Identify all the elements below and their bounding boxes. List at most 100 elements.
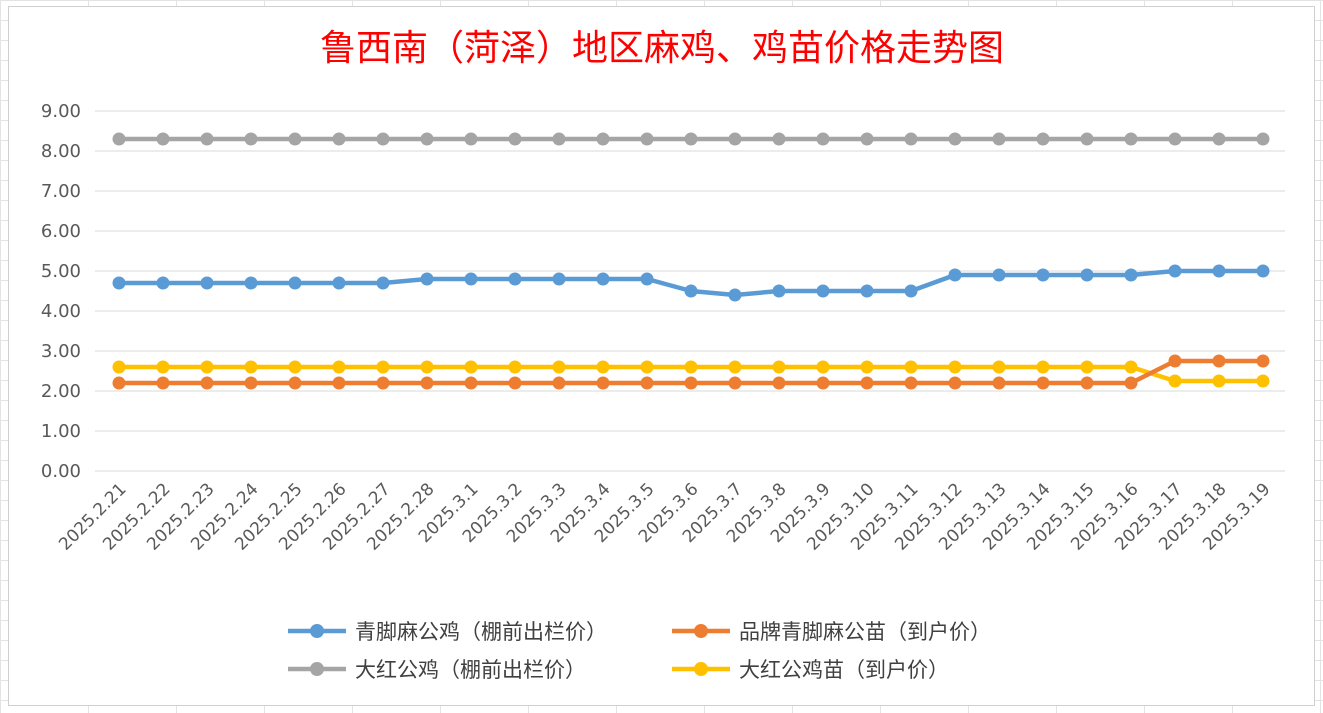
y-tick-label: 3.00 bbox=[41, 341, 81, 362]
data-point bbox=[156, 132, 170, 146]
data-point bbox=[1212, 374, 1226, 388]
legend-item[interactable]: 品牌青脚麻公苗（到户价） bbox=[672, 620, 991, 644]
series-3 bbox=[112, 354, 1270, 390]
data-point bbox=[772, 284, 786, 298]
legend-marker bbox=[310, 662, 324, 676]
data-point bbox=[332, 360, 346, 374]
data-point bbox=[1036, 360, 1050, 374]
data-point bbox=[640, 360, 654, 374]
legend-marker bbox=[694, 662, 708, 676]
data-point bbox=[992, 268, 1006, 282]
data-point bbox=[904, 284, 918, 298]
data-point bbox=[992, 132, 1006, 146]
data-point bbox=[1168, 132, 1182, 146]
data-point bbox=[552, 360, 566, 374]
legend-label: 青脚麻公鸡（棚前出栏价） bbox=[355, 620, 607, 644]
data-point bbox=[1168, 374, 1182, 388]
data-point bbox=[684, 284, 698, 298]
series-0 bbox=[112, 132, 1270, 146]
data-point bbox=[288, 360, 302, 374]
data-point bbox=[816, 360, 830, 374]
data-point bbox=[1212, 264, 1226, 278]
data-point bbox=[200, 132, 214, 146]
data-point bbox=[1124, 376, 1138, 390]
data-point bbox=[244, 276, 258, 290]
y-tick-label: 5.00 bbox=[41, 261, 81, 282]
data-point bbox=[1124, 132, 1138, 146]
chart-area[interactable] bbox=[8, 6, 1315, 706]
data-point bbox=[596, 376, 610, 390]
data-point bbox=[816, 132, 830, 146]
data-point bbox=[552, 376, 566, 390]
data-point bbox=[508, 132, 522, 146]
data-point bbox=[860, 360, 874, 374]
data-point bbox=[1256, 132, 1270, 146]
data-point bbox=[552, 132, 566, 146]
y-tick-label: 0.00 bbox=[41, 461, 81, 482]
legend-item[interactable]: 大红公鸡（棚前出栏价） bbox=[288, 658, 586, 682]
data-point bbox=[772, 132, 786, 146]
data-point bbox=[200, 360, 214, 374]
data-point bbox=[552, 272, 566, 286]
data-point bbox=[816, 376, 830, 390]
data-point bbox=[376, 276, 390, 290]
legend-marker bbox=[310, 624, 324, 638]
data-point bbox=[684, 132, 698, 146]
data-point bbox=[640, 376, 654, 390]
y-tick-label: 6.00 bbox=[41, 221, 81, 242]
y-tick-label: 8.00 bbox=[41, 141, 81, 162]
data-point bbox=[288, 376, 302, 390]
series-1 bbox=[112, 264, 1270, 302]
data-point bbox=[1168, 354, 1182, 368]
data-point bbox=[200, 276, 214, 290]
data-point bbox=[1256, 264, 1270, 278]
data-point bbox=[728, 360, 742, 374]
data-point bbox=[244, 360, 258, 374]
data-point bbox=[860, 132, 874, 146]
data-point bbox=[244, 132, 258, 146]
data-point bbox=[464, 376, 478, 390]
y-tick-label: 1.00 bbox=[41, 421, 81, 442]
data-point bbox=[1036, 268, 1050, 282]
data-point bbox=[112, 376, 126, 390]
data-point bbox=[816, 284, 830, 298]
data-point bbox=[112, 132, 126, 146]
data-point bbox=[1080, 132, 1094, 146]
data-point bbox=[1212, 354, 1226, 368]
data-point bbox=[948, 132, 962, 146]
data-point bbox=[1036, 132, 1050, 146]
data-point bbox=[376, 360, 390, 374]
data-point bbox=[684, 376, 698, 390]
data-point bbox=[596, 360, 610, 374]
data-point bbox=[640, 132, 654, 146]
data-point bbox=[640, 272, 654, 286]
data-point bbox=[992, 360, 1006, 374]
data-point bbox=[508, 360, 522, 374]
data-point bbox=[112, 360, 126, 374]
data-point bbox=[420, 376, 434, 390]
data-point bbox=[420, 132, 434, 146]
data-point bbox=[508, 272, 522, 286]
data-point bbox=[464, 360, 478, 374]
data-point bbox=[332, 132, 346, 146]
legend-item[interactable]: 青脚麻公鸡（棚前出栏价） bbox=[288, 620, 607, 644]
data-point bbox=[772, 360, 786, 374]
data-point bbox=[904, 360, 918, 374]
data-point bbox=[508, 376, 522, 390]
data-point bbox=[948, 268, 962, 282]
legend-label: 大红公鸡（棚前出栏价） bbox=[355, 658, 586, 682]
data-point bbox=[156, 360, 170, 374]
data-point bbox=[728, 288, 742, 302]
data-point bbox=[728, 376, 742, 390]
data-point bbox=[332, 276, 346, 290]
y-tick-label: 9.00 bbox=[41, 101, 81, 122]
data-point bbox=[420, 272, 434, 286]
data-point bbox=[156, 376, 170, 390]
data-point bbox=[860, 284, 874, 298]
data-point bbox=[1080, 268, 1094, 282]
legend-item[interactable]: 大红公鸡苗（到户价） bbox=[672, 658, 949, 682]
data-point bbox=[376, 376, 390, 390]
data-point bbox=[1080, 376, 1094, 390]
data-point bbox=[948, 376, 962, 390]
